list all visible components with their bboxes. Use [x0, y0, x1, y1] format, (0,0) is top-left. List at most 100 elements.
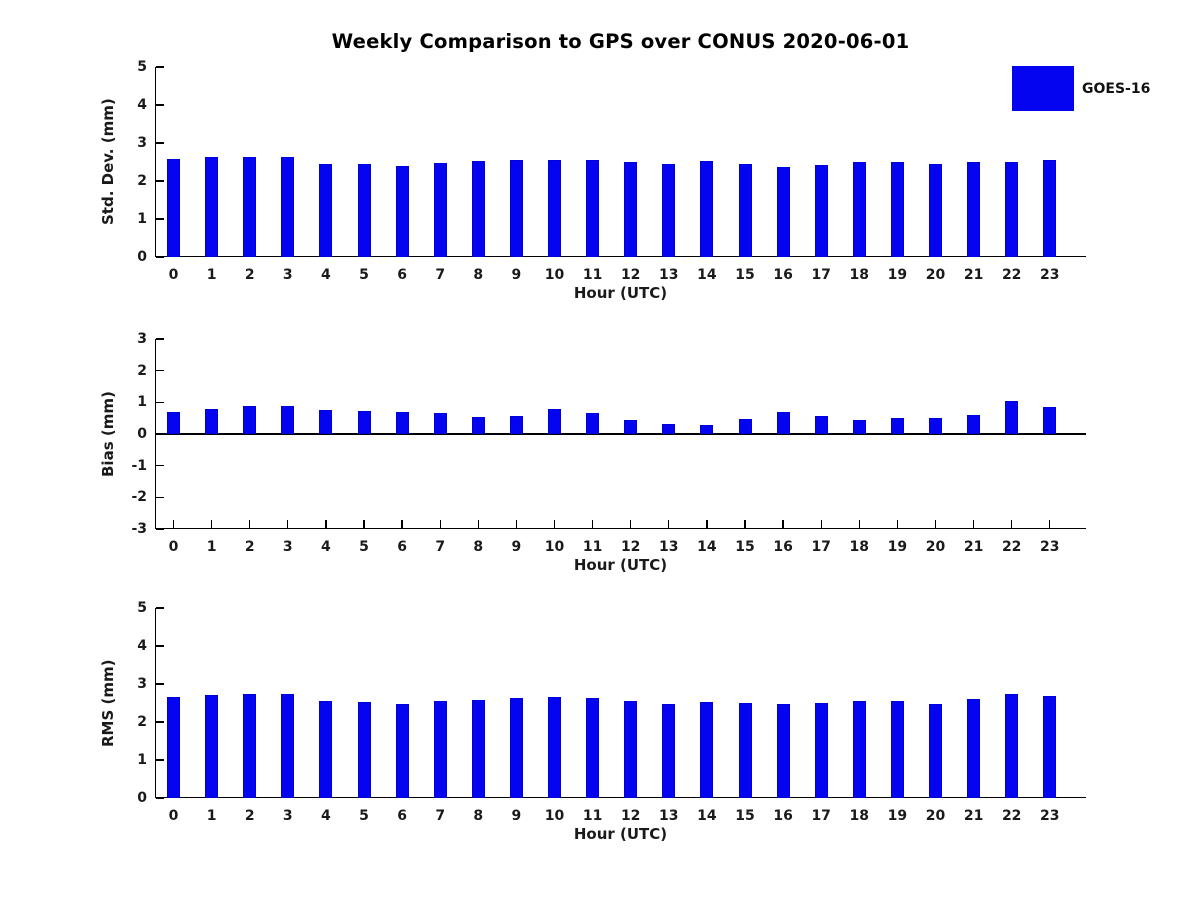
bar-hour-19: [890, 417, 904, 434]
x-tick-label: 17: [811, 539, 831, 555]
bar-hour-7: [433, 701, 447, 798]
y-tick: [156, 338, 164, 340]
y-tick-label: 0: [137, 249, 147, 265]
bar-hour-23: [1043, 407, 1057, 434]
x-tick-label: 3: [282, 539, 293, 555]
y-tick-label: 1: [137, 211, 147, 227]
bar-hour-5: [357, 411, 371, 434]
bar-hour-18: [852, 162, 866, 257]
y-tick-label: 5: [137, 600, 147, 616]
x-tick-label: 9: [511, 539, 522, 555]
bar-hour-10: [548, 409, 561, 434]
x-tick-label: 23: [1040, 267, 1060, 283]
bar-hour-3: [281, 157, 295, 257]
bar-hour-8: [471, 699, 485, 798]
x-tick-label: 8: [473, 808, 484, 824]
y-tick: [156, 683, 164, 685]
x-tick-label: 2: [244, 539, 255, 555]
x-tick-label: 5: [359, 539, 369, 555]
bar-hour-9: [509, 698, 523, 798]
x-tick: [363, 519, 365, 528]
bar-hour-16: [776, 704, 790, 798]
chart-title: Weekly Comparison to GPS over CONUS 2020…: [331, 30, 910, 53]
x-tick-label: 16: [773, 267, 793, 283]
bar-hour-8: [471, 160, 485, 257]
bar-hour-2: [243, 157, 257, 257]
x-tick: [1049, 519, 1051, 528]
x-tick: [668, 519, 670, 528]
bar-hour-9: [509, 415, 523, 434]
x-tick-label: 4: [321, 808, 331, 824]
x-tick-label: 6: [397, 267, 407, 283]
x-tick-label: 7: [435, 808, 446, 824]
x-tick-label: 1: [206, 267, 217, 283]
y-tick-label: 4: [137, 97, 147, 113]
bar-hour-4: [319, 409, 333, 434]
y-tick: [156, 528, 164, 530]
bar-hour-2: [243, 693, 257, 798]
bar-hour-22: [1005, 693, 1019, 798]
bar-hour-13: [662, 423, 676, 434]
y-tick-label: 0: [137, 426, 147, 442]
x-tick-label: 3: [282, 808, 293, 824]
bar-hour-5: [357, 702, 371, 798]
y-tick-label: 1: [137, 394, 147, 411]
bar-hour-0: [167, 412, 180, 434]
x-tick: [249, 519, 251, 528]
x-tick-label: 8: [473, 539, 484, 555]
y-tick: [156, 607, 164, 609]
bar-hour-11: [586, 159, 600, 257]
y-tick: [156, 180, 164, 182]
y-tick-label: 3: [137, 676, 147, 692]
x-tick: [553, 519, 556, 528]
bar-hour-19: [890, 162, 904, 257]
x-tick-label: 1: [206, 539, 217, 555]
x-tick-label: 9: [511, 267, 522, 283]
x-tick-label: 11: [582, 808, 603, 824]
x-tick-label: 13: [659, 267, 679, 283]
x-tick-label: 15: [735, 267, 755, 283]
x-tick: [591, 519, 594, 528]
x-tick: [477, 519, 479, 528]
x-tick-label: 19: [887, 539, 908, 555]
bar-hour-15: [738, 703, 752, 798]
x-tick-label: 11: [582, 267, 603, 283]
x-axis-title: Hour (UTC): [573, 825, 668, 843]
bar-hour-20: [929, 418, 942, 434]
x-tick: [210, 519, 213, 528]
x-tick: [972, 519, 975, 528]
x-tick-label: 10: [544, 267, 565, 283]
bar-hour-7: [433, 163, 447, 257]
x-tick: [744, 519, 746, 528]
bar-hour-20: [929, 704, 942, 798]
x-tick-label: 19: [887, 267, 908, 283]
bar-hour-18: [852, 701, 866, 798]
x-tick: [515, 519, 518, 528]
y-tick: [156, 256, 164, 258]
bar-hour-0: [167, 696, 180, 798]
x-axis-line: [155, 796, 1086, 798]
x-tick-label: 18: [849, 808, 870, 824]
bar-hour-1: [205, 157, 219, 257]
y-tick: [156, 142, 164, 144]
bar-hour-1: [205, 408, 219, 434]
y-tick: [156, 496, 164, 499]
bar-hour-21: [967, 698, 981, 798]
x-tick-label: 2: [244, 267, 255, 283]
x-tick-label: 7: [435, 267, 446, 283]
bar-hour-15: [738, 163, 752, 257]
y-tick: [156, 401, 164, 404]
x-tick: [706, 519, 708, 528]
subplot-std-dev: 0 1 2 3 4 5 0 1 2 3 4 5 6 7 8 9 10 11 12 13 14 15 16 17 18 19 20 21…: [99, 59, 1086, 302]
x-tick: [401, 519, 403, 528]
x-tick-label: 12: [620, 267, 641, 283]
x-tick-label: 14: [697, 808, 717, 824]
y-tick-label: 3: [137, 331, 147, 347]
x-tick-label: 9: [511, 808, 522, 824]
x-tick-label: 15: [735, 539, 755, 555]
bar-hour-23: [1043, 695, 1057, 798]
bar-hour-0: [167, 158, 180, 257]
x-tick-label: 22: [1001, 808, 1022, 824]
x-tick-label: 1: [206, 808, 217, 824]
